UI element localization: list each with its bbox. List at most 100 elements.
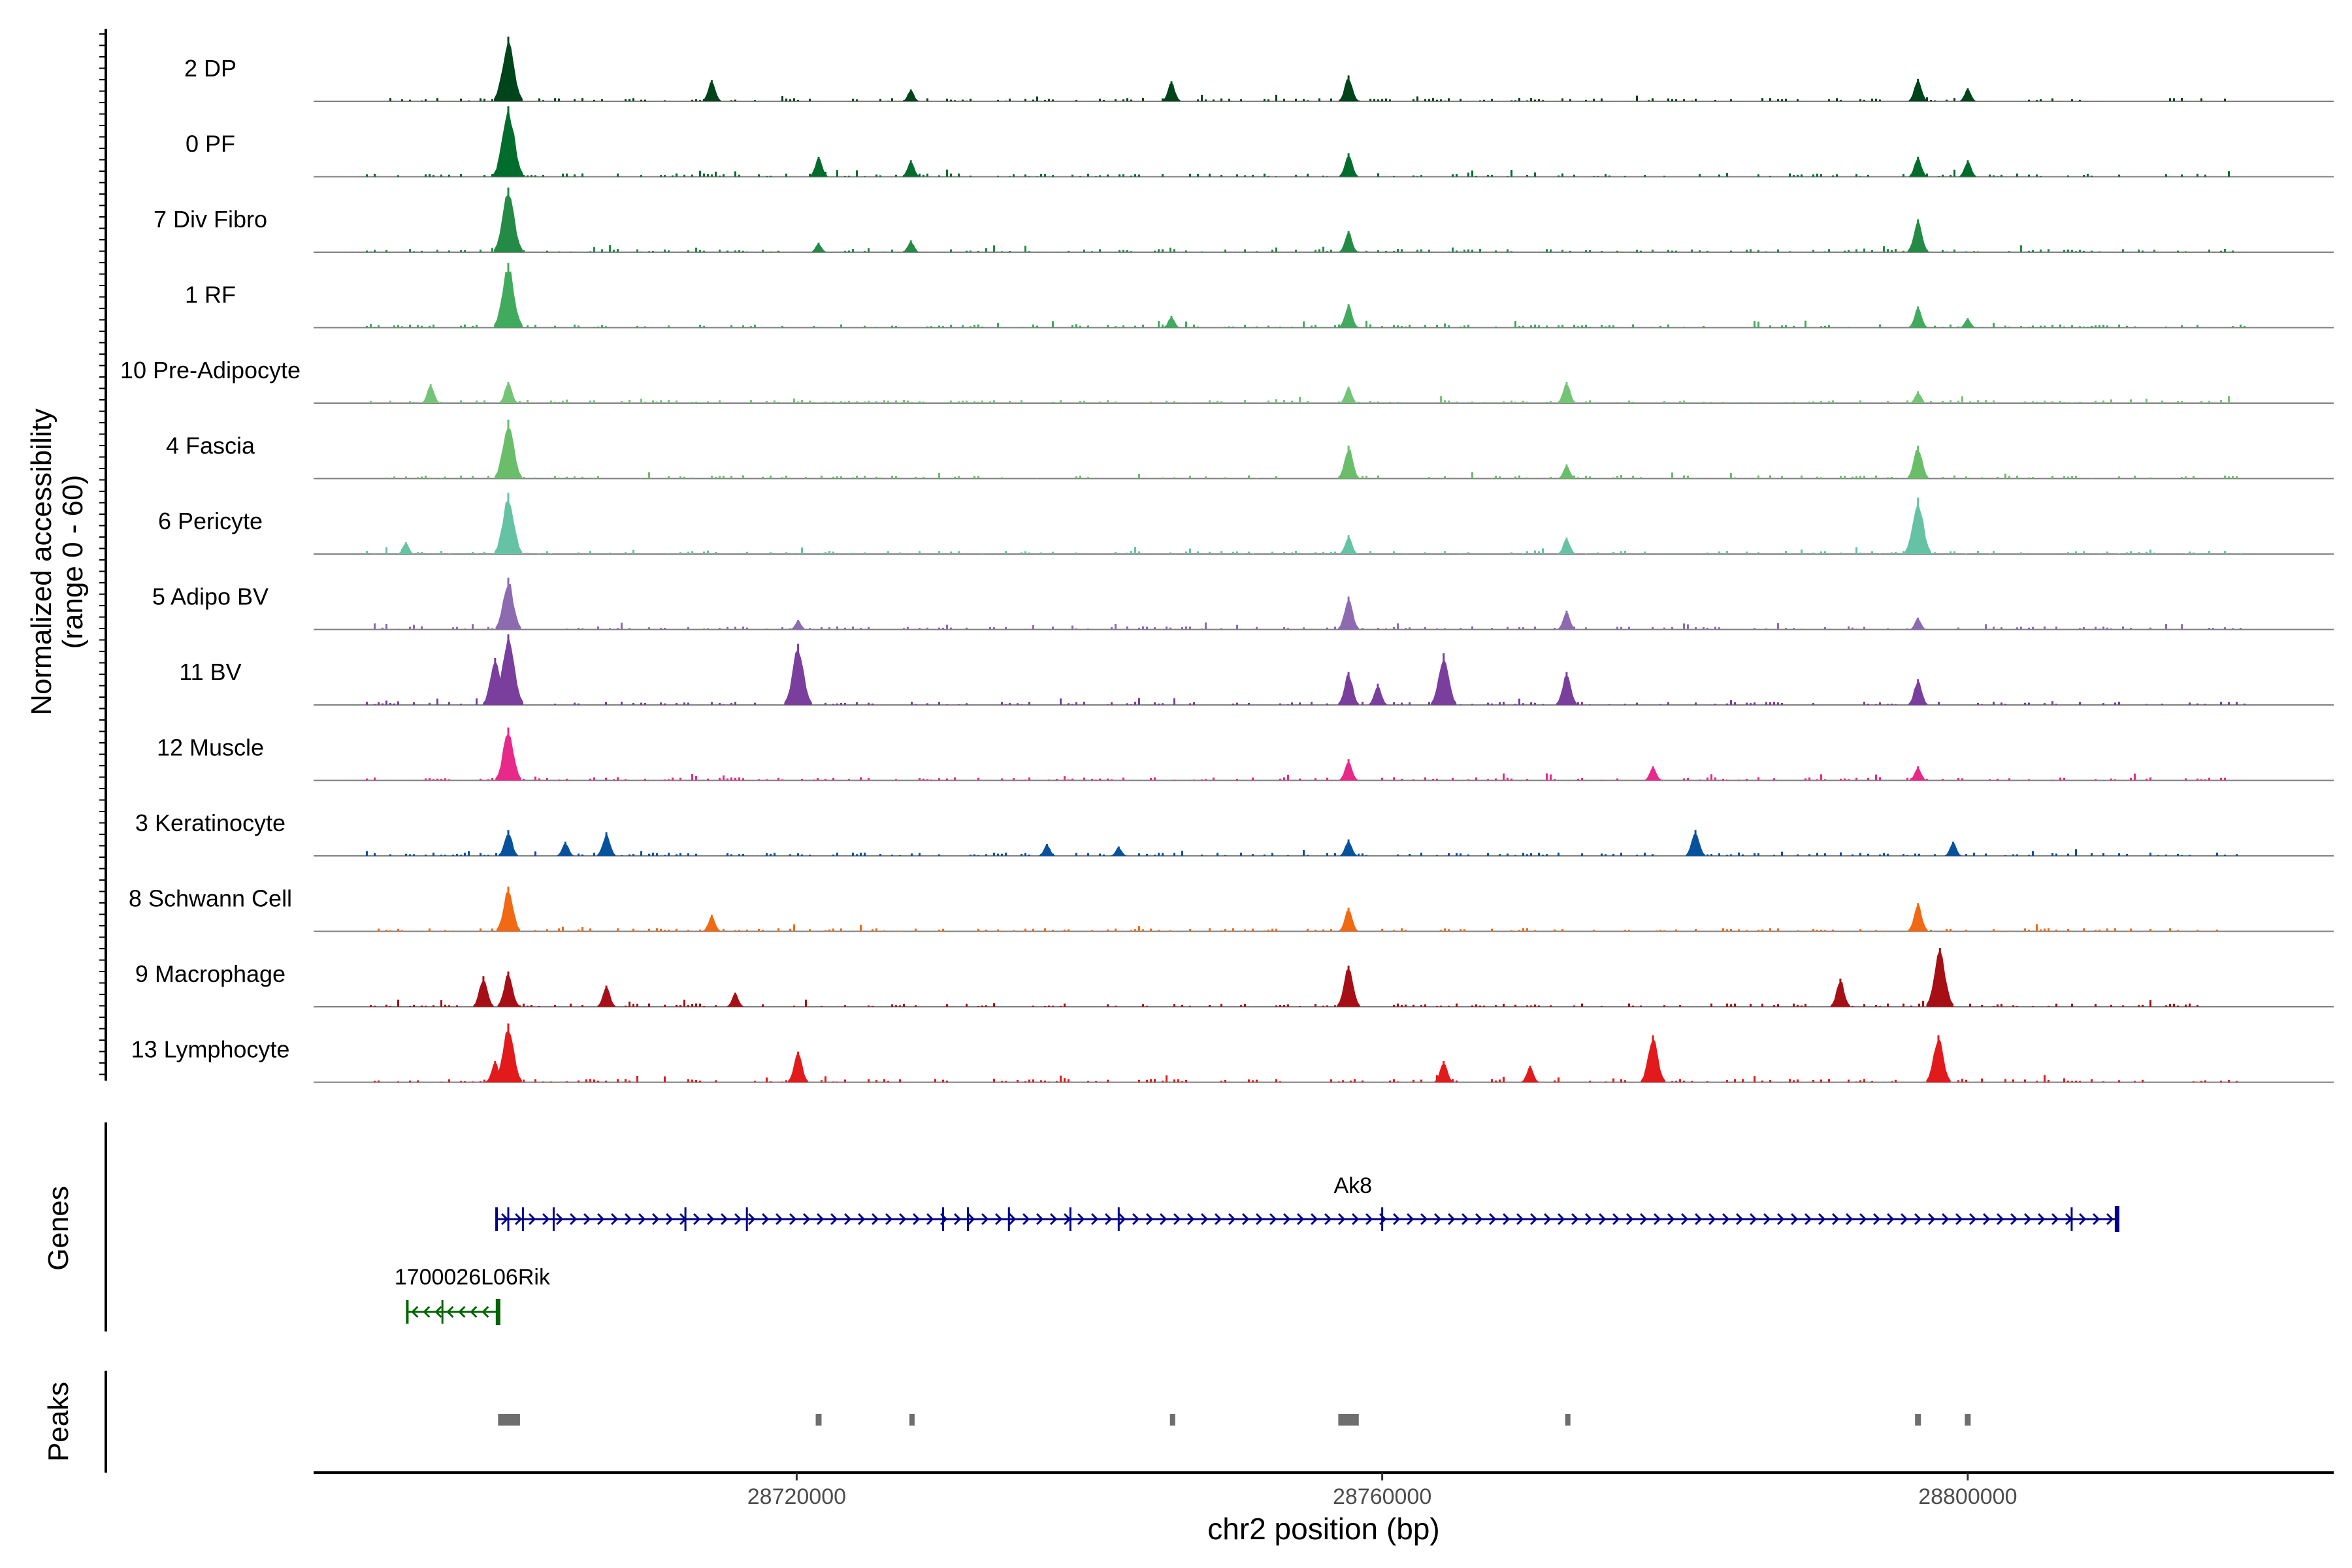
track-peak-spike — [564, 841, 566, 856]
track-label: 1 RF — [185, 282, 236, 308]
track-12: 8 Schwann Cell — [129, 885, 2334, 932]
track-peak-spike — [1839, 978, 1842, 1007]
track-peak-spike — [507, 106, 510, 177]
track-5: 10 Pre-Adipocyte — [120, 357, 2334, 404]
track-peak-spike — [1952, 841, 1954, 856]
y-axis-title-line1: Normalized accessibility — [25, 408, 57, 715]
track-4: 1 RF — [185, 263, 2334, 329]
track-label: 10 Pre-Adipocyte — [120, 357, 301, 384]
track-peak-spike — [1347, 759, 1350, 781]
track-label: 2 DP — [184, 55, 237, 82]
track-peak-spike — [1443, 653, 1445, 705]
track-peak-spike — [494, 1061, 497, 1083]
track-peak-spike — [1347, 907, 1350, 932]
track-peak-spike — [1347, 75, 1350, 101]
coverage-tracks: 2 DP 0 PF 7 Div Fibro 1 RF 10 Pre-Adipocyte 4… — [120, 37, 2334, 1083]
track-noise — [366, 773, 2226, 781]
track-noise — [366, 245, 2234, 252]
track-peak-spike — [507, 634, 510, 705]
track-label: 8 Schwann Cell — [129, 885, 292, 912]
track-peak-spike — [797, 1051, 800, 1083]
peak-region — [1169, 1414, 1175, 1426]
track-peak-spike — [1347, 672, 1350, 705]
track-noise — [370, 396, 2238, 403]
track-peak-spike — [1917, 156, 1919, 177]
track-label: 9 Macrophage — [135, 960, 286, 987]
track-label: 0 PF — [186, 131, 235, 157]
track-peak-spike — [817, 242, 820, 252]
track-label: 7 Div Fibro — [154, 206, 267, 233]
track-peak-spike — [710, 80, 713, 101]
track-peak-spike — [1937, 1035, 1940, 1083]
track-label: 3 Keratinocyte — [135, 809, 286, 836]
gene-Ak8: Ak8 — [495, 1173, 2119, 1232]
track-peak-spike — [507, 419, 510, 479]
track-noise — [374, 622, 2242, 630]
track-noise — [385, 472, 2238, 479]
track-peak-spike — [1917, 497, 1919, 554]
track-peak-spike — [1938, 948, 1941, 1007]
gene-annotation-track: Ak8 1700026L06Rik — [395, 1173, 2119, 1325]
peaks-panel-label: Peaks — [42, 1382, 74, 1462]
track-label: 13 Lymphocyte — [131, 1036, 290, 1063]
track-peak-spike — [1565, 382, 1568, 403]
track-peak-spike — [1347, 535, 1350, 554]
track-peak-spike — [605, 985, 608, 1007]
track-6: 4 Fascia — [166, 419, 2334, 480]
gene-label: 1700026L06Rik — [395, 1265, 551, 1290]
track-noise — [374, 1075, 2238, 1083]
track-peak-spike — [817, 156, 820, 177]
track-peak-spike — [507, 263, 510, 328]
track-peak-spike — [1565, 672, 1568, 705]
track-peak-spike — [1652, 766, 1654, 781]
track-1: 2 DP — [184, 37, 2334, 102]
gene-1700026L06Rik: 1700026L06Rik — [395, 1265, 551, 1325]
track-peak-spike — [909, 90, 912, 101]
track-noise — [366, 547, 2242, 554]
coverage-y-axis — [99, 29, 107, 1081]
x-tick-label: 28800000 — [1918, 1484, 2017, 1509]
track-peak-spike — [507, 382, 510, 403]
track-peak-spike — [1443, 1061, 1445, 1083]
peak-region — [1338, 1414, 1359, 1426]
peak-region — [1915, 1414, 1921, 1426]
track-peak-spike — [1046, 844, 1048, 856]
y-axis-title-line2: (range 0 - 60) — [57, 475, 89, 649]
track-peak-spike — [507, 188, 510, 252]
track-peak-spike — [909, 160, 912, 177]
track-13: 9 Macrophage — [135, 948, 2334, 1007]
track-peak-spike — [507, 830, 510, 856]
track-peak-spike — [1917, 766, 1919, 781]
track-peak-spike — [909, 240, 912, 252]
track-noise — [366, 698, 2246, 705]
track-3: 7 Div Fibro — [154, 188, 2334, 253]
strand-arrows — [411, 1305, 489, 1318]
track-peak-spike — [797, 644, 800, 705]
peak-region — [815, 1414, 822, 1426]
track-peak-spike — [1565, 537, 1568, 554]
track-peak-spike — [1170, 316, 1173, 328]
track-peak-spike — [1967, 318, 1969, 328]
track-2: 0 PF — [186, 106, 2334, 178]
track-peak-spike — [1917, 903, 1919, 932]
genes-panel-label: Genes — [42, 1186, 74, 1271]
track-peak-spike — [1917, 679, 1919, 705]
track-peak-spike — [1694, 830, 1697, 856]
track-peak-spike — [1917, 306, 1919, 328]
track-11: 3 Keratinocyte — [135, 809, 2334, 857]
track-peak-spike — [1967, 160, 1969, 177]
track-peak-spike — [1347, 386, 1350, 403]
x-tick-label: 28760000 — [1333, 1484, 1431, 1509]
track-peak-spike — [507, 1023, 510, 1083]
track-peak-spike — [507, 493, 510, 554]
track-peak-spike — [1377, 683, 1379, 705]
track-peak-spike — [605, 832, 608, 856]
track-14: 13 Lymphocyte — [131, 1023, 2334, 1083]
track-peak-spike — [507, 37, 510, 101]
track-peak-spike — [1170, 81, 1173, 101]
track-peak-spike — [1347, 839, 1350, 856]
track-8: 5 Adipo BV — [152, 578, 2334, 630]
gene-label: Ak8 — [1334, 1173, 1373, 1198]
track-10: 12 Muscle — [157, 727, 2334, 781]
peak-region — [909, 1414, 915, 1426]
